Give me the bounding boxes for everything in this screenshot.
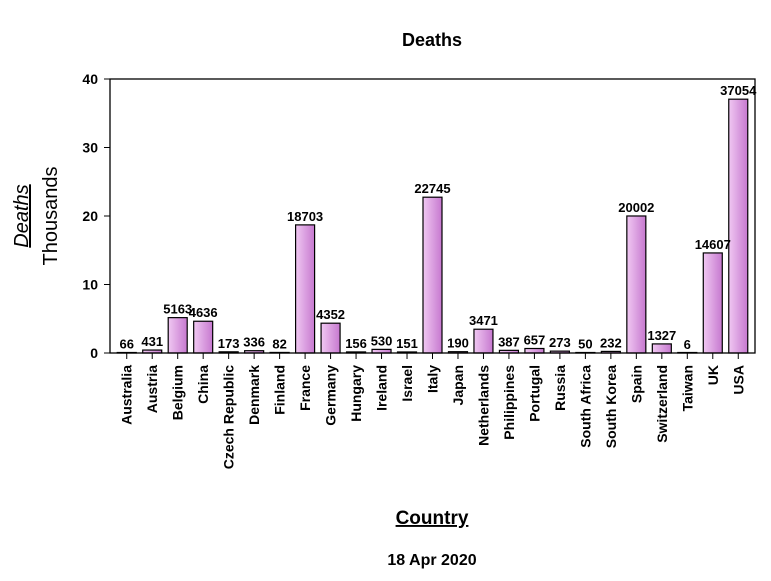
x-tick-label: Australia <box>119 365 135 425</box>
bar-china <box>193 320 214 354</box>
x-tick-label: Philippines <box>501 365 517 440</box>
value-label: 156 <box>345 336 367 351</box>
value-label: 3471 <box>469 313 498 328</box>
value-label: 530 <box>371 333 393 348</box>
value-label: 173 <box>218 336 240 351</box>
x-tick-label: South Korea <box>603 365 619 448</box>
y-axis-label: Deaths <box>11 184 33 247</box>
chart-title: Deaths <box>402 30 462 50</box>
x-tick-label: Finland <box>272 365 288 415</box>
value-label: 37054 <box>720 83 757 98</box>
x-tick-label: Netherlands <box>475 365 491 446</box>
value-label: 18703 <box>287 209 323 224</box>
x-tick-label: Czech Republic <box>221 365 237 469</box>
value-label: 22745 <box>414 181 450 196</box>
bar-netherlands <box>473 328 494 354</box>
x-tick-label: Spain <box>628 365 644 403</box>
x-tick-label: Denmark <box>246 365 262 425</box>
value-label: 4352 <box>316 307 345 322</box>
value-label: 1327 <box>647 328 676 343</box>
value-label: 66 <box>120 337 134 352</box>
value-label: 336 <box>243 335 265 350</box>
x-axis-label: Country <box>396 508 469 529</box>
y-axis-unit: Thousands <box>40 167 62 266</box>
x-tick-label: Japan <box>450 365 466 405</box>
x-tick-label: China <box>195 365 211 404</box>
value-label: 50 <box>578 337 592 352</box>
x-tick-label: Portugal <box>526 365 542 422</box>
y-tick-label: 20 <box>82 208 98 224</box>
bar-italy <box>422 196 443 354</box>
value-label: 20002 <box>618 200 654 215</box>
value-label: 657 <box>524 332 546 347</box>
bar-portugal <box>524 347 545 354</box>
x-tick-label: Belgium <box>170 365 186 420</box>
value-label: 5163 <box>163 302 192 317</box>
value-label: 82 <box>272 336 286 351</box>
y-tick-label: 30 <box>82 140 98 156</box>
value-label: 190 <box>447 336 469 351</box>
bar-france <box>295 224 316 354</box>
x-tick-label: UK <box>705 365 721 385</box>
y-tick-label: 0 <box>90 345 98 361</box>
x-tick-label: USA <box>730 365 746 395</box>
plot-frame <box>109 78 756 354</box>
bar-germany <box>320 322 341 354</box>
x-tick-label: South Africa <box>577 365 593 448</box>
x-tick-label: France <box>297 365 313 411</box>
x-tick-label: Austria <box>144 365 160 413</box>
bar-uk <box>702 252 723 354</box>
x-tick-label: Taiwan <box>679 365 695 411</box>
y-tick-label: 10 <box>82 277 98 293</box>
x-tick-label: Germany <box>323 365 339 426</box>
value-label: 151 <box>396 336 418 351</box>
bar-usa <box>728 98 749 354</box>
value-label: 14607 <box>695 237 731 252</box>
bar-spain <box>626 215 647 354</box>
bar-switzerland <box>651 343 672 354</box>
y-tick-label: 40 <box>82 71 98 87</box>
x-tick-label: Israel <box>399 365 415 402</box>
value-label: 4636 <box>189 305 218 320</box>
date-caption: 18 Apr 2020 <box>387 552 476 569</box>
value-label: 6 <box>684 337 691 352</box>
value-label: 387 <box>498 334 520 349</box>
value-label: 273 <box>549 335 571 350</box>
x-tick-label: Ireland <box>374 365 390 411</box>
bar-belgium <box>167 317 188 354</box>
x-tick-label: Russia <box>552 365 568 411</box>
value-label: 431 <box>141 334 163 349</box>
x-tick-label: Italy <box>425 365 441 393</box>
x-tick-label: Switzerland <box>654 365 670 443</box>
x-tick-label: Hungary <box>348 365 364 422</box>
value-label: 232 <box>600 335 622 350</box>
